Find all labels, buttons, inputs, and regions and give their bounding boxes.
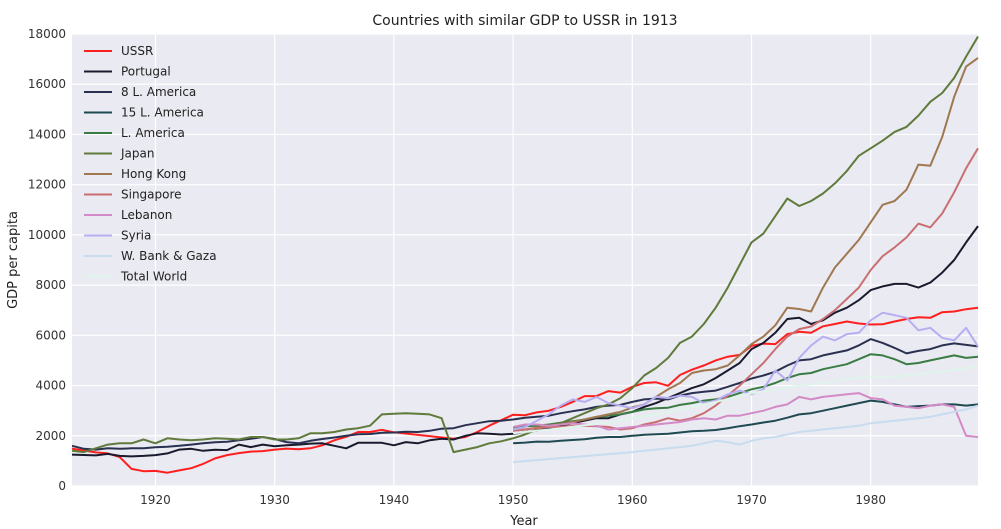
x-tick-label: 1930 (259, 493, 290, 507)
series-line-hong-kong (512, 57, 979, 432)
y-tick-label: 8000 (35, 278, 66, 292)
legend-label-syria: Syria (121, 229, 151, 243)
legend-label-singapore: Singapore (121, 188, 182, 202)
x-tick-label: 1940 (379, 493, 410, 507)
x-axis-ticks: 1920 1930 1940 1950 1960 1970 1980 (140, 493, 886, 507)
y-tick-label: 2000 (35, 429, 66, 443)
x-tick-label: 1980 (855, 493, 886, 507)
legend-label-8-l-america: 8 L. America (121, 85, 196, 99)
chart-title: Countries with similar GDP to USSR in 19… (372, 13, 677, 29)
y-tick-label: 12000 (28, 178, 66, 192)
x-tick-label: 1950 (498, 493, 529, 507)
legend-label-portugal: Portugal (121, 65, 171, 79)
x-axis-label: Year (509, 514, 538, 529)
legend-label-ussr: USSR (121, 44, 153, 58)
series-line-8-l-america (71, 338, 979, 451)
legend-label-l-america: L. America (121, 126, 185, 140)
legend-label-hong-kong: Hong Kong (121, 167, 186, 181)
y-tick-label: 14000 (28, 127, 66, 141)
series-line-syria (512, 311, 979, 431)
y-tick-label: 18000 (28, 27, 66, 41)
legend-label-total-world: Total World (120, 270, 187, 284)
grid-lines (72, 33, 978, 487)
legend-label-15-l-america: 15 L. America (121, 106, 204, 120)
y-axis-label: GDP per capita (6, 211, 21, 309)
legend-label-w-bank-gaza: W. Bank & Gaza (121, 249, 217, 263)
y-tick-label: 16000 (28, 77, 66, 91)
x-tick-label: 1920 (140, 493, 171, 507)
series-line-w-bank-gaza (513, 404, 979, 464)
legend-label-japan: Japan (120, 147, 154, 161)
legend: USSR Portugal 8 L. America 15 L. America L. … (84, 44, 217, 284)
y-tick-label: 10000 (28, 228, 66, 242)
y-tick-label: 0 (58, 479, 66, 493)
x-tick-label: 1960 (617, 493, 648, 507)
y-tick-label: 6000 (35, 328, 66, 342)
series-layer (71, 35, 979, 474)
y-tick-label: 4000 (35, 379, 66, 393)
legend-label-lebanon: Lebanon (121, 208, 172, 222)
x-tick-label: 1970 (736, 493, 767, 507)
y-axis-ticks: 0 2000 4000 6000 8000 10000 12000 14000 16000 180… (28, 27, 66, 493)
series-line-japan (71, 35, 979, 454)
series-line-total-world (512, 365, 979, 435)
